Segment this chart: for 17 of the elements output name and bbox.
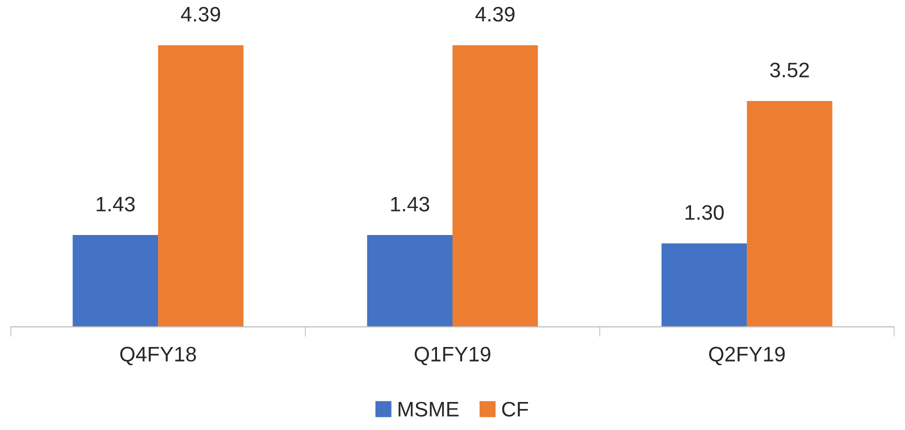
bar [367, 235, 452, 327]
x-tick-label: Q4FY18 [120, 346, 196, 366]
bar [158, 45, 244, 327]
data-label: 1.30 [686, 205, 724, 220]
bar [72, 235, 158, 327]
x-tick-label: Q2FY19 [709, 346, 785, 366]
data-label: 3.52 [770, 62, 809, 78]
legend-label: MSME [398, 402, 459, 417]
data-label: 1.43 [96, 196, 135, 212]
legend-label: CF [502, 402, 528, 417]
data-label: 4.39 [475, 6, 514, 22]
x-tick-label: Q1FY19 [414, 346, 490, 366]
data-label: 4.39 [180, 6, 220, 22]
bar [746, 100, 832, 327]
bar [662, 243, 747, 327]
data-label: 1.43 [391, 196, 430, 212]
bar [452, 45, 538, 327]
